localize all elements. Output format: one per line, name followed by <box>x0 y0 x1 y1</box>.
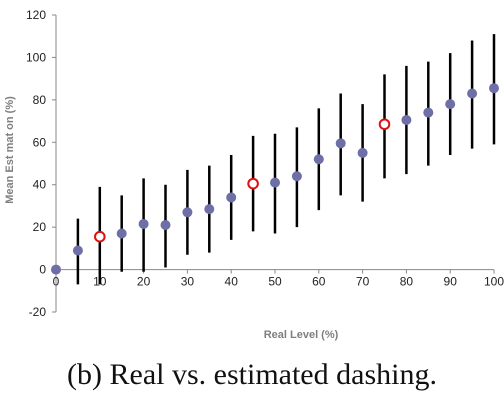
data-points <box>51 83 499 275</box>
data-point <box>72 245 83 256</box>
x-tick-label: 70 <box>356 275 370 289</box>
x-tick-label: 50 <box>268 275 282 289</box>
data-point-highlight <box>378 118 391 131</box>
chart-ticks: -200204060801001200102030405060708090100 <box>26 8 504 319</box>
x-axis-label: Real Level (%) <box>264 329 339 341</box>
data-point <box>445 99 456 110</box>
data-point <box>226 192 237 203</box>
x-tick-label: 20 <box>137 275 151 289</box>
data-point <box>423 107 434 118</box>
y-tick-label: 0 <box>39 263 46 277</box>
x-tick-label: 60 <box>312 275 326 289</box>
y-tick-label: 80 <box>33 93 47 107</box>
error-bars <box>76 34 496 285</box>
y-tick-label: -20 <box>29 305 47 319</box>
x-tick-label: 90 <box>444 275 458 289</box>
data-point <box>270 177 280 188</box>
x-tick-label: 100 <box>484 275 504 289</box>
data-point <box>160 220 171 231</box>
data-point <box>313 154 324 165</box>
data-point <box>357 147 368 158</box>
y-axis-label: Mean Est mat on (%) <box>4 96 16 204</box>
y-tick-label: 100 <box>26 50 46 64</box>
data-point <box>467 88 478 99</box>
data-point-highlight <box>247 177 259 190</box>
data-point <box>489 83 499 94</box>
data-point <box>182 207 193 218</box>
data-point <box>138 218 149 229</box>
data-point <box>401 115 412 126</box>
y-tick-label: 120 <box>26 8 46 22</box>
x-tick-label: 30 <box>181 275 195 289</box>
data-point-highlight <box>94 230 106 243</box>
data-point <box>335 138 346 149</box>
figure-caption: (b) Real vs. estimated dashing. <box>67 358 437 391</box>
x-tick-label: 80 <box>400 275 414 289</box>
y-tick-label: 20 <box>33 220 47 234</box>
y-tick-label: 60 <box>33 135 47 149</box>
data-point <box>291 171 302 182</box>
y-tick-label: 40 <box>33 178 47 192</box>
x-tick-label: 0 <box>53 275 60 289</box>
data-point <box>51 264 61 275</box>
data-point <box>116 228 127 239</box>
x-tick-label: 40 <box>225 275 239 289</box>
data-point <box>204 204 215 215</box>
